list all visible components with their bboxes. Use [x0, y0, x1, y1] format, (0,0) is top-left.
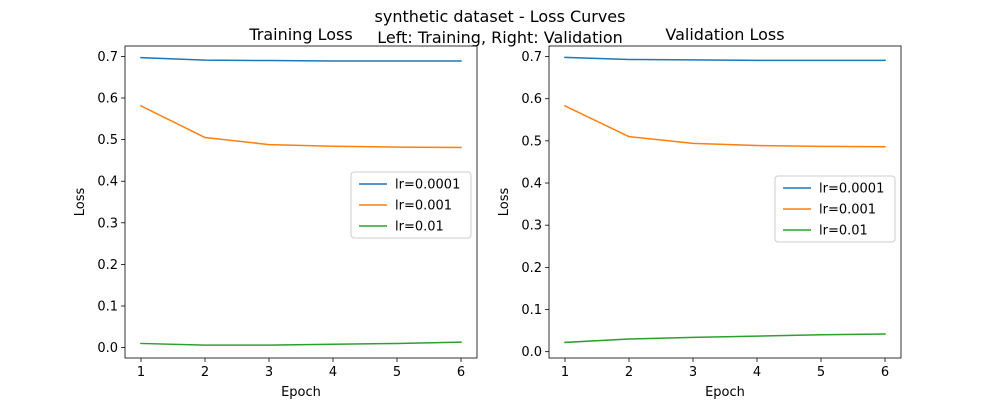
validation-y-tick-label: 0.6	[521, 92, 542, 107]
training-y-tick-label: 0.7	[97, 50, 118, 65]
training-axes-frame	[124, 45, 478, 359]
validation-series-line-lr-0-01	[564, 333, 886, 344]
validation-y-tick-label: 0.5	[521, 134, 542, 149]
training-y-axis-label: Loss	[73, 188, 88, 217]
validation-x-tick-label: 4	[753, 365, 761, 380]
training-x-tick-label: 1	[137, 365, 145, 380]
validation-legend-box	[774, 175, 896, 243]
training-x-tick-label: 4	[329, 365, 337, 380]
training-chart-title: Training Loss	[248, 25, 352, 44]
training-y-tick-label: 0.6	[97, 92, 118, 107]
validation-x-tick-label: 3	[689, 365, 697, 380]
training-legend-label: lr=0.01	[395, 220, 444, 235]
training-x-tick-label: 2	[201, 365, 209, 380]
validation-y-tick-label: 0.1	[521, 303, 542, 318]
validation-y-tick-label: 0.4	[521, 177, 542, 192]
training-y-tick-label: 0.5	[97, 133, 118, 148]
training-legend-label: lr=0.0001	[395, 178, 460, 193]
training-loss-panel: Training Loss 1 2 3 4 5 6 0.0 0.1 0.2 0.3 0.4 0.5 0.6…	[73, 25, 478, 400]
training-y-tick-label: 0.0	[97, 341, 118, 356]
training-legend-box	[350, 171, 472, 239]
validation-x-tick-label: 6	[881, 365, 889, 380]
validation-x-tick-label: 1	[561, 365, 569, 380]
validation-legend-label: lr=0.001	[819, 203, 876, 218]
training-x-tick-label: 5	[393, 365, 401, 380]
training-x-tick-label: 3	[265, 365, 273, 380]
training-legend: lr=0.0001 lr=0.001 lr=0.01	[350, 171, 472, 239]
validation-x-axis-label: Epoch	[705, 385, 745, 400]
validation-y-tick-label: 0.3	[521, 219, 542, 234]
validation-legend: lr=0.0001 lr=0.001 lr=0.01	[774, 175, 896, 243]
validation-axes-frame	[548, 45, 902, 359]
validation-legend-label: lr=0.0001	[819, 182, 884, 197]
training-series-line-lr-0-0001	[140, 56, 462, 62]
figure-suptitle-line2: Left: Training, Right: Validation	[377, 28, 623, 47]
validation-y-tick-label: 0.0	[521, 345, 542, 360]
training-series-line-lr-0-01	[140, 341, 462, 346]
training-y-tick-label: 0.2	[97, 258, 118, 273]
validation-x-tick-label: 2	[625, 365, 633, 380]
training-x-tick-label: 6	[457, 365, 465, 380]
validation-y-tick-label: 0.2	[521, 261, 542, 276]
figure-suptitle-line1: synthetic dataset - Loss Curves	[375, 7, 626, 26]
validation-series-line-lr-0-0001	[564, 56, 886, 62]
validation-series-line-lr-0-001	[563, 104, 886, 148]
training-x-axis-label: Epoch	[281, 385, 321, 400]
training-y-tick-label: 0.3	[97, 216, 118, 231]
validation-chart-title: Validation Loss	[665, 25, 784, 44]
training-y-tick-label: 0.4	[97, 175, 118, 190]
validation-legend-label: lr=0.01	[819, 224, 868, 239]
validation-y-tick-label: 0.7	[521, 50, 542, 65]
validation-x-tick-label: 5	[817, 365, 825, 380]
validation-loss-panel: Validation Loss 1 2 3 4 5 6 0.0 0.1 0.2 0.3 0.4 0.5 0…	[497, 25, 902, 400]
validation-y-axis-label: Loss	[497, 188, 512, 217]
training-y-tick-label: 0.1	[97, 300, 118, 315]
training-legend-label: lr=0.001	[395, 199, 452, 214]
training-series-line-lr-0-001	[139, 104, 462, 149]
